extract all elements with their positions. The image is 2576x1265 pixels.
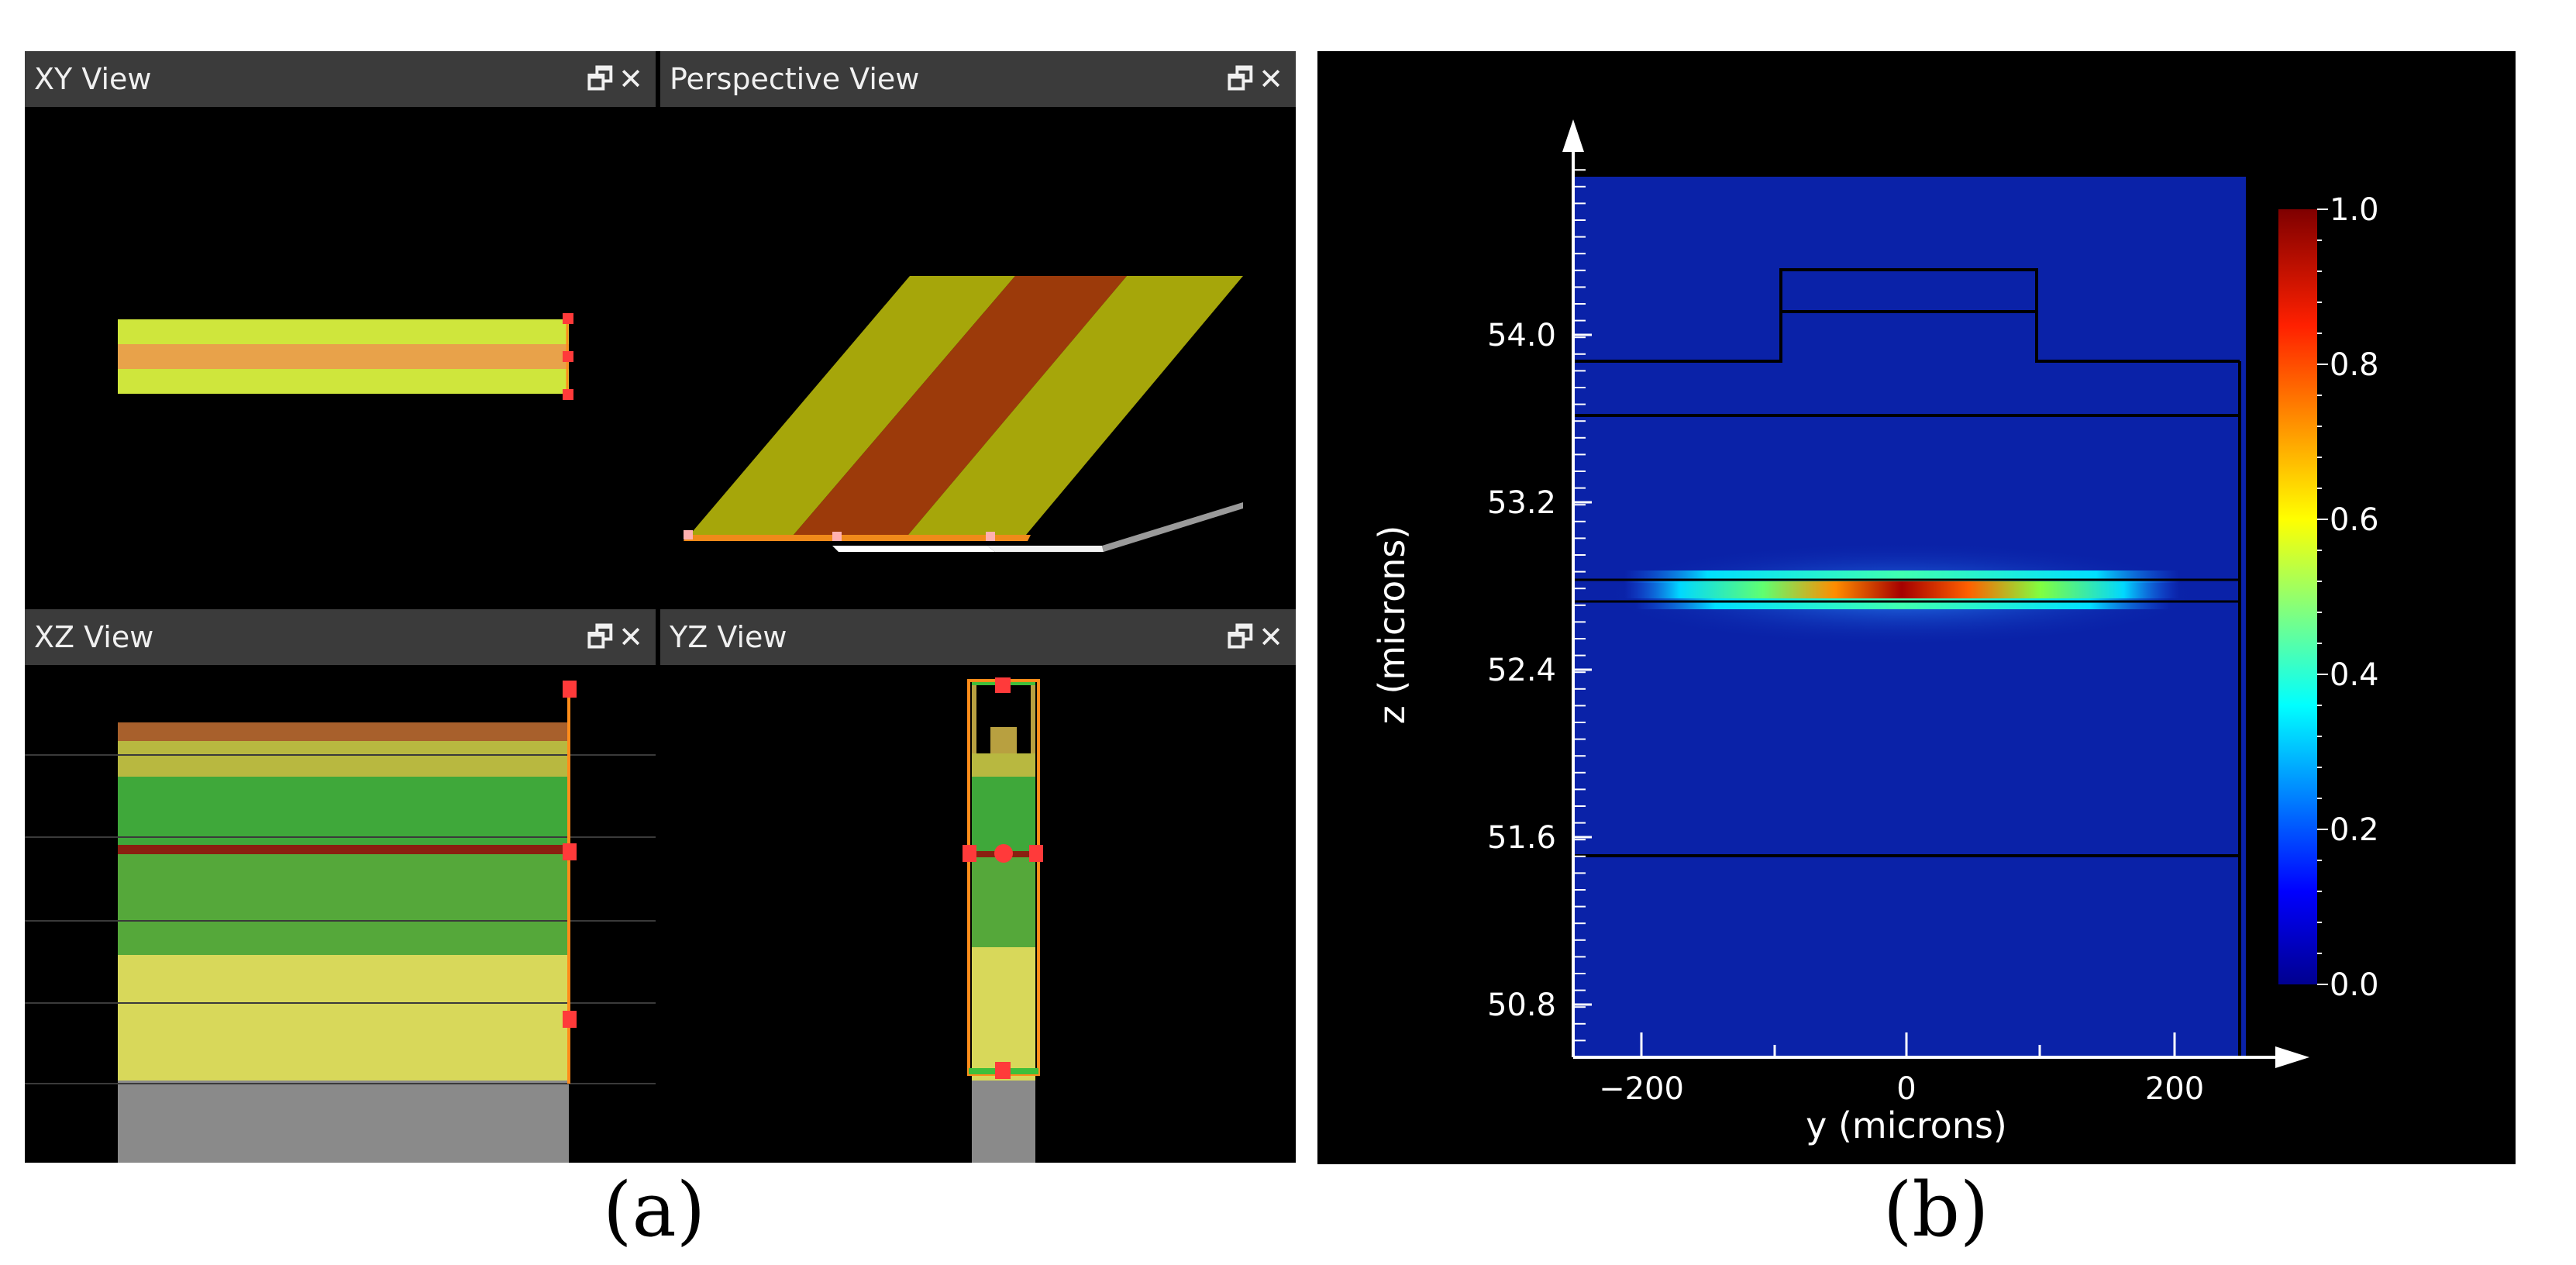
xy-layer-core: [118, 344, 569, 369]
colorbar-tick-label: 0.4: [2330, 657, 2379, 693]
xy-handle: [563, 313, 573, 324]
perspective-view-window-controls[interactable]: 🗗✕: [1226, 62, 1288, 96]
xy-view-title: XY View: [34, 62, 152, 96]
yz-handle: [963, 845, 976, 862]
x-axis-label: y (microns): [1806, 1105, 2007, 1146]
caption-a: (a): [603, 1167, 706, 1253]
xy-handle: [563, 389, 573, 400]
perspective-view[interactable]: Perspective View 🗗✕: [660, 51, 1296, 601]
y-axis-arrow: [1562, 119, 1584, 152]
yz-view-window-controls[interactable]: 🗗✕: [1226, 620, 1288, 654]
persp-stripe-core: [794, 276, 1127, 535]
xz-view[interactable]: XZ View 🗗✕: [25, 609, 656, 1163]
colorbar-tick-label: 0.2: [2330, 812, 2379, 848]
xy-view[interactable]: XY View 🗗✕: [25, 51, 656, 601]
yz-view-canvas[interactable]: [660, 665, 1296, 1163]
caption-b: (b): [1883, 1167, 1989, 1253]
mode-wing-bottom: [1635, 598, 2170, 609]
colorbar-tick-label: 0.0: [2330, 967, 2379, 1003]
y-minor-ticks: [1573, 169, 1586, 1058]
xz-handle: [563, 1011, 577, 1028]
yz-handle: [1029, 845, 1043, 862]
mode-profile-svg: 54.0 53.2 52.4 51.6 50.8 −200 0 200 y (m…: [1371, 119, 2379, 1146]
y-tick-label: 51.6: [1487, 820, 1556, 856]
mode-core: [1624, 581, 2179, 598]
colorbar-tick-label: 0.6: [2330, 502, 2379, 538]
xz-view-title: XZ View: [34, 620, 154, 654]
mode-wing-top: [1624, 570, 2179, 583]
x-tick-label: 200: [2145, 1071, 2204, 1107]
ridge-outline: [1575, 268, 2240, 363]
yz-view-title: YZ View: [670, 620, 787, 654]
xz-view-titlebar: XZ View 🗗✕: [25, 609, 656, 665]
xz-view-window-controls[interactable]: 🗗✕: [586, 620, 648, 654]
persp-handle: [684, 530, 693, 539]
colorbar-ticks: [2317, 209, 2328, 985]
y-major-ticks: [1573, 333, 1592, 1006]
xy-view-titlebar: XY View 🗗✕: [25, 51, 656, 107]
x-major-ticks: [1640, 1032, 2176, 1057]
y-tick-label: 53.2: [1487, 485, 1556, 521]
xy-handle: [563, 351, 573, 362]
persp-stripe-left: [690, 276, 1015, 535]
x-tick-label: −200: [1599, 1071, 1684, 1107]
y-tick-label: 54.0: [1487, 318, 1556, 353]
perspective-view-title: Perspective View: [670, 62, 920, 96]
xy-view-window-controls[interactable]: 🗗✕: [586, 62, 648, 96]
yz-view[interactable]: YZ View 🗗✕: [660, 609, 1296, 1163]
xz-handle: [563, 843, 577, 860]
yz-view-titlebar: YZ View 🗗✕: [660, 609, 1296, 665]
x-tick-label: 0: [1896, 1071, 1916, 1107]
mode-profile-plot: 54.0 53.2 52.4 51.6 50.8 −200 0 200 y (m…: [1317, 51, 2516, 1164]
y-axis-label: z (microns): [1371, 526, 1413, 725]
y-tick-label: 52.4: [1487, 653, 1556, 688]
persp-handle: [832, 532, 842, 541]
yz-handle: [994, 844, 1013, 863]
xy-view-canvas[interactable]: [25, 107, 656, 601]
persp-stripe-right: [908, 276, 1243, 535]
colorbar: [2278, 209, 2317, 984]
yz-handle: [995, 677, 1011, 693]
xy-layer-bottom: [118, 369, 569, 394]
y-tick-label: 50.8: [1487, 988, 1556, 1023]
x-axis-arrow: [2275, 1046, 2309, 1068]
perspective-view-canvas[interactable]: [660, 107, 1296, 601]
persp-handle: [986, 532, 995, 541]
colorbar-tick-label: 0.8: [2330, 347, 2379, 383]
colorbar-tick-label: 1.0: [2330, 192, 2379, 228]
xy-layer-top: [118, 319, 569, 344]
structure-viewer-panel: XY View 🗗✕ Perspective View 🗗✕: [25, 51, 1296, 1163]
perspective-view-titlebar: Perspective View 🗗✕: [660, 51, 1296, 107]
xz-view-canvas[interactable]: [25, 665, 656, 1163]
yz-handle: [995, 1062, 1011, 1079]
xz-handle: [563, 681, 577, 698]
